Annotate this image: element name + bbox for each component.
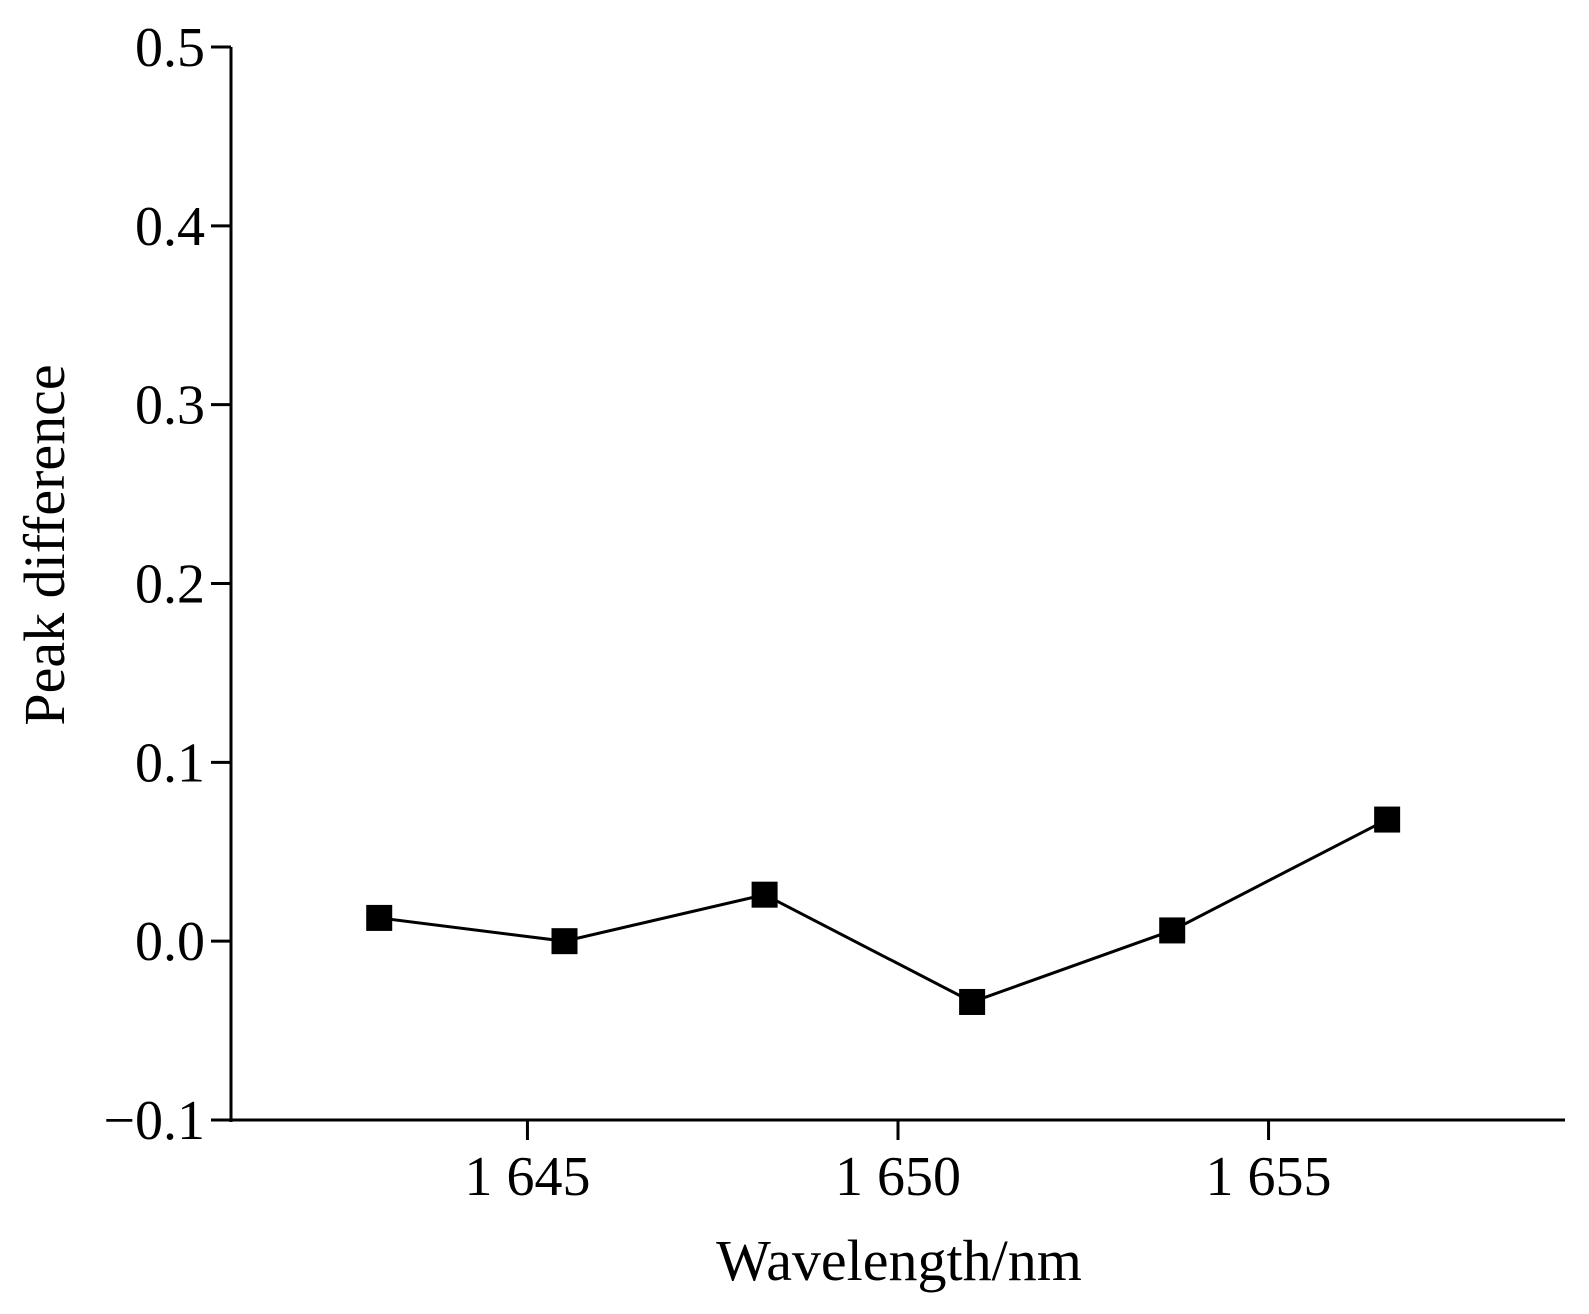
- data-point: [366, 904, 393, 931]
- x-axis-title: Wavelength/nm: [716, 1228, 1082, 1293]
- y-tick-label: 0.5: [135, 17, 205, 79]
- data-point: [751, 881, 778, 908]
- axes: −0.1 0.0 0.1 0.2 0.3 0.4 0.5 1 645 1 650 1 655: [103, 17, 1565, 1208]
- x-tick-label: 1 650: [835, 1146, 961, 1208]
- y-tick-label: 0.3: [135, 375, 205, 437]
- data-point: [1374, 806, 1401, 833]
- y-tick-label: 0.4: [135, 196, 205, 258]
- series-layer: [366, 806, 1401, 1015]
- x-tick-label: 1 655: [1206, 1146, 1332, 1208]
- y-tick-label: 0.1: [135, 732, 205, 794]
- y-tick-label: −0.1: [103, 1090, 205, 1152]
- y-axis-title: Peak difference: [12, 364, 77, 725]
- data-point: [959, 988, 986, 1015]
- series-line: [379, 818, 1388, 1004]
- data-point: [551, 928, 578, 955]
- y-tick-label: 0.0: [135, 911, 205, 973]
- y-tick-label: 0.2: [135, 554, 205, 616]
- x-tick-label: 1 645: [464, 1146, 590, 1208]
- data-point: [1159, 917, 1186, 944]
